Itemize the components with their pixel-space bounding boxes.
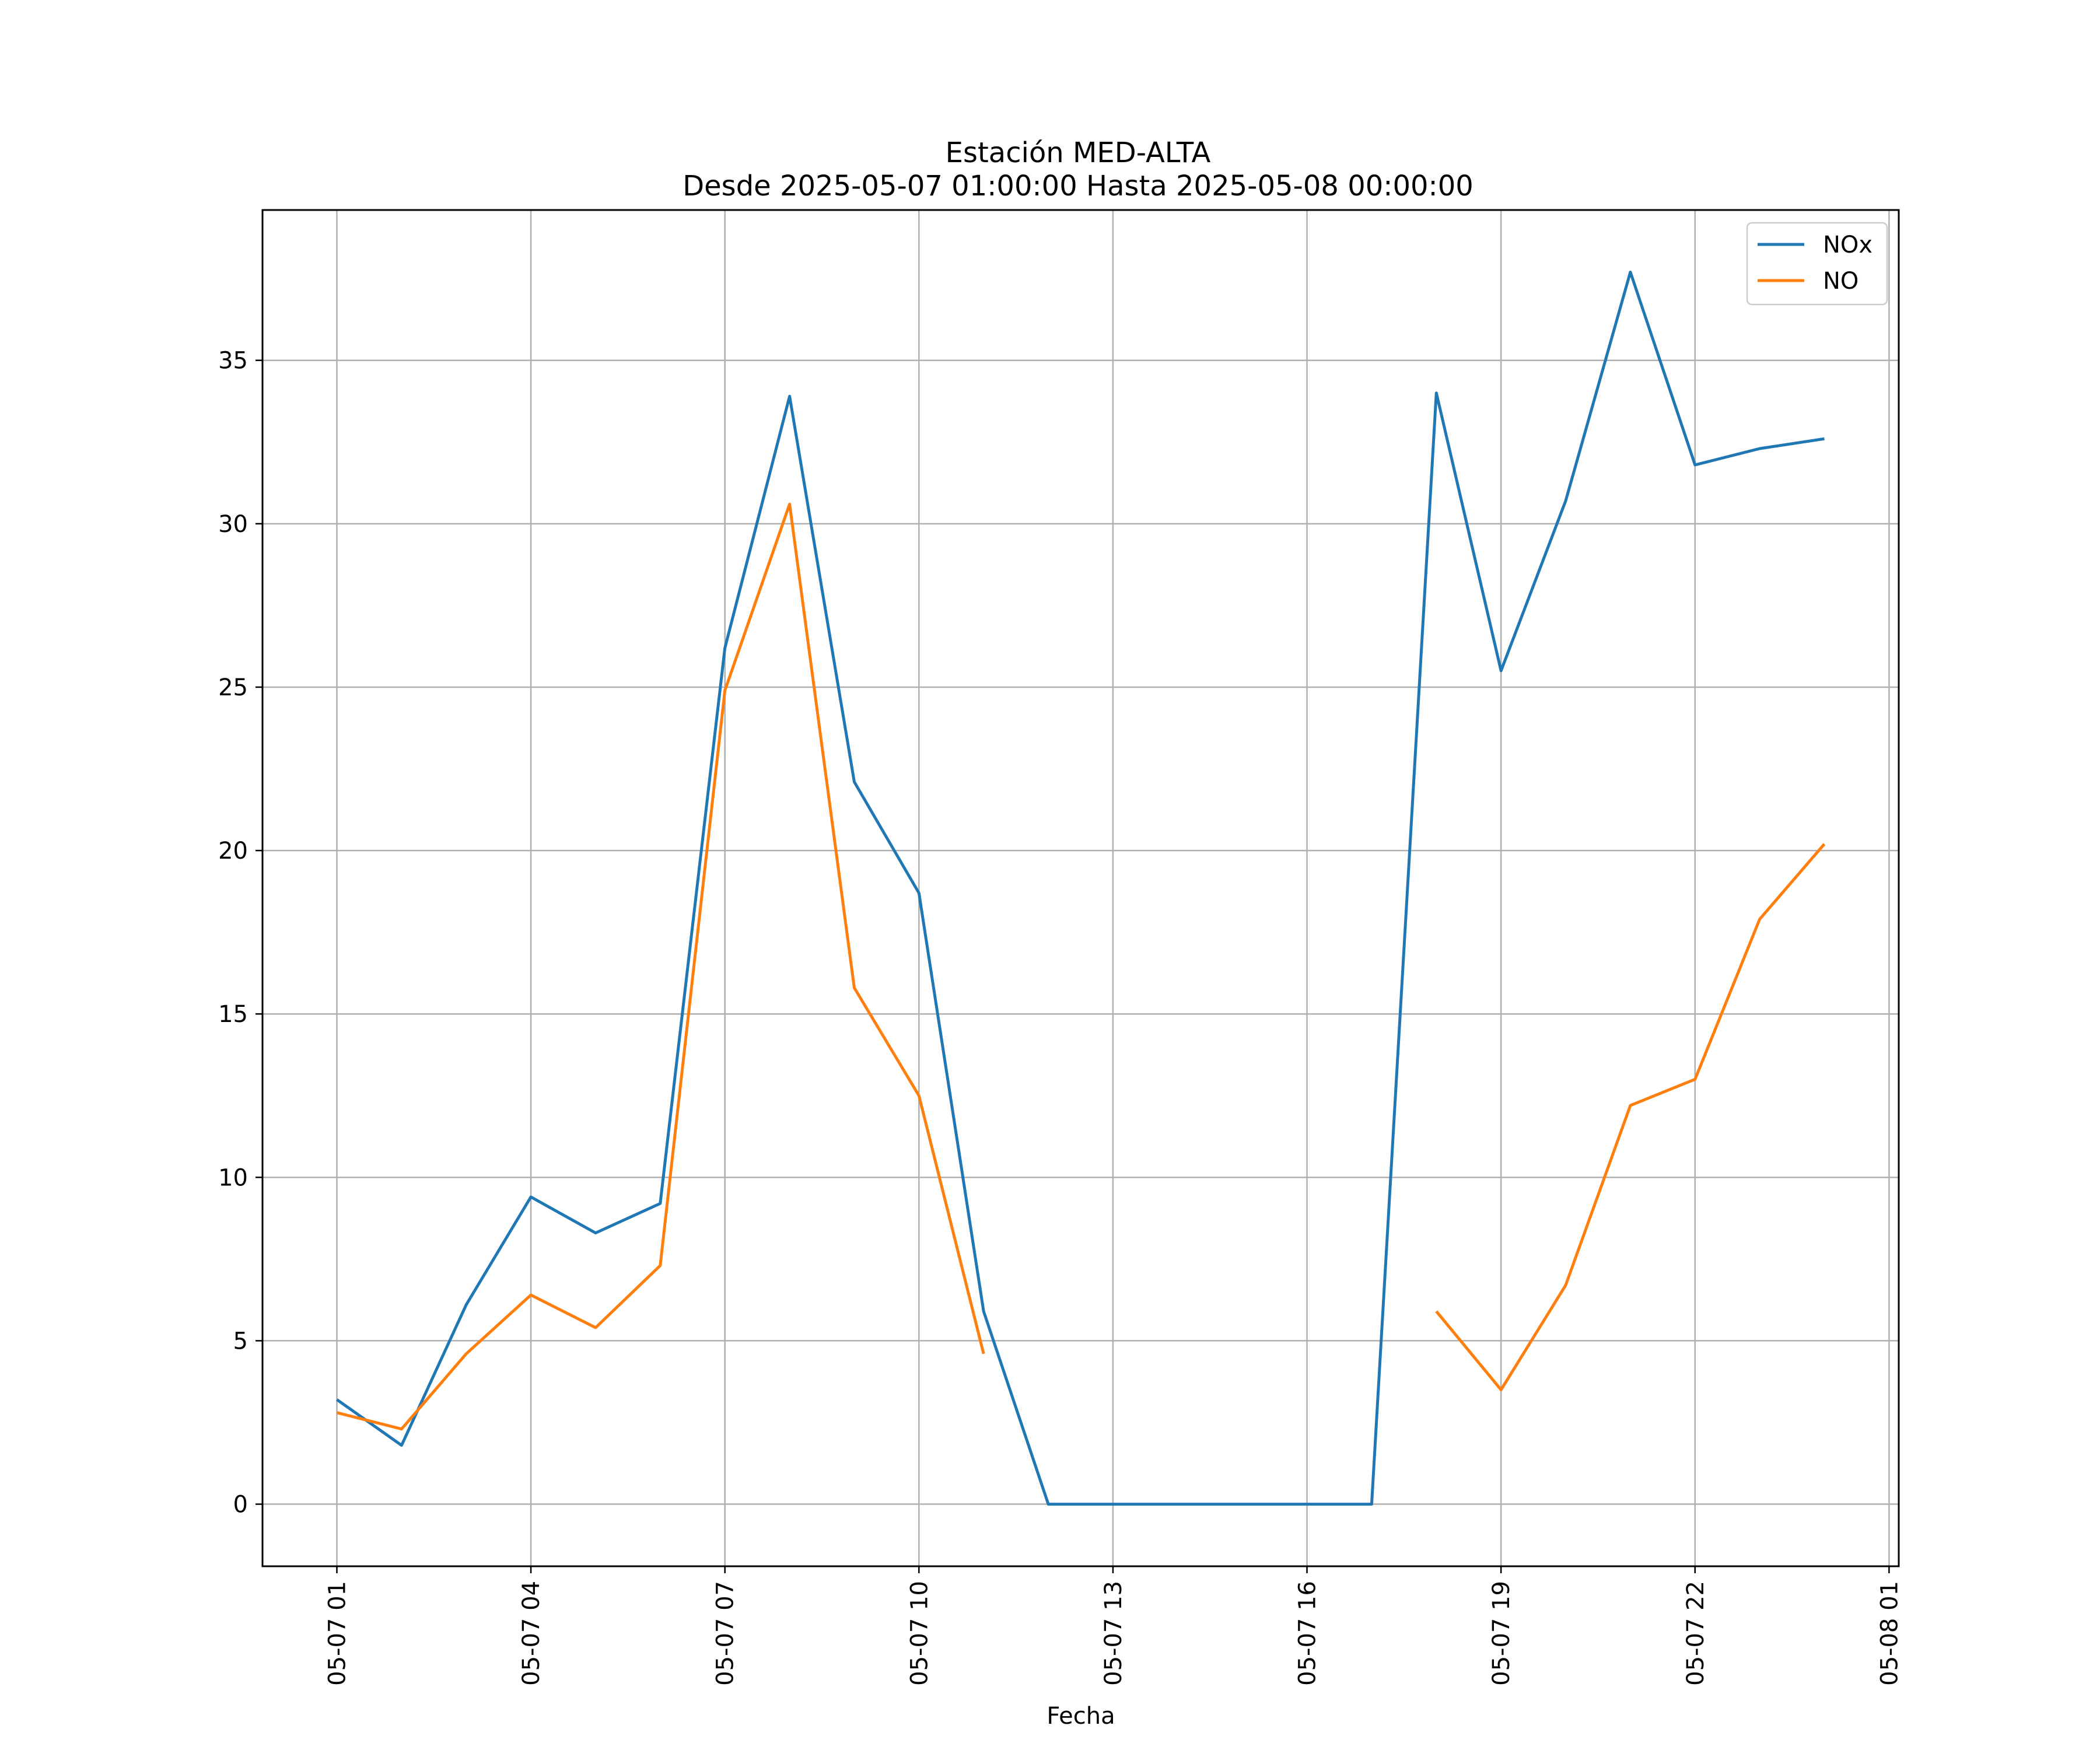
legend-label-nox: NOx (1823, 232, 1873, 258)
chart-subtitle: Desde 2025-05-07 01:00:00 Hasta 2025-05-… (682, 170, 1474, 202)
x-axis-label: Fecha (1046, 1703, 1115, 1730)
x-tick-label: 05-07 10 (906, 1581, 933, 1686)
grid (262, 210, 1899, 1566)
series-line-no (336, 502, 1826, 1431)
x-tick-label: 05-07 13 (1100, 1581, 1127, 1686)
legend: NOx NO (1746, 222, 1888, 306)
series-lines (336, 270, 1826, 1506)
y-tick-label: 20 (218, 838, 248, 864)
y-tick-label: 25 (218, 674, 248, 701)
x-tick-label: 05-07 16 (1294, 1581, 1321, 1686)
series-line-nox (336, 270, 1825, 1506)
y-tick-label: 15 (218, 1001, 248, 1028)
x-tick-label: 05-07 19 (1488, 1581, 1515, 1686)
y-axis: 0 5 10 15 20 25 30 35 (218, 348, 262, 1518)
x-tick-label: 05-07 22 (1682, 1581, 1709, 1686)
y-tick-label: 0 (233, 1492, 248, 1518)
x-axis: 05-07 01 05-07 04 05-07 07 05-07 10 05-07 13… (324, 1566, 1903, 1686)
x-tick-label: 05-07 01 (324, 1581, 351, 1686)
y-tick-label: 10 (218, 1164, 248, 1191)
x-tick-label: 05-08 01 (1876, 1581, 1903, 1686)
plot-frame (261, 209, 1900, 1567)
y-tick-label: 30 (218, 511, 248, 538)
x-tick-label: 05-07 07 (712, 1581, 739, 1686)
x-tick-label: 05-07 04 (518, 1581, 545, 1686)
chart-title: Estación MED-ALTA (946, 136, 1211, 169)
y-tick-label: 5 (233, 1328, 248, 1354)
legend-label-no: NO (1823, 268, 1859, 295)
y-tick-label: 35 (218, 348, 248, 374)
